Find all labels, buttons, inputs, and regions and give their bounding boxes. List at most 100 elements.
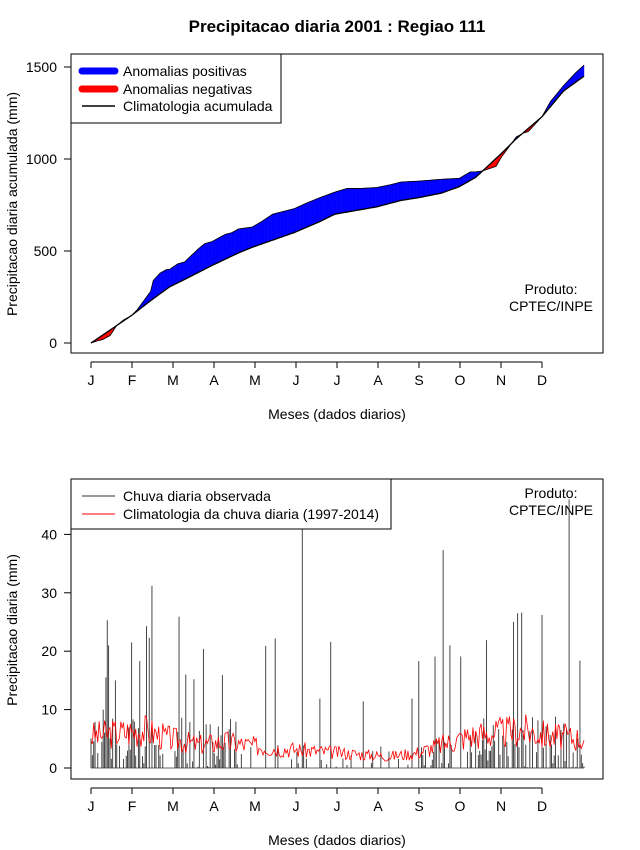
x-tick-label: F xyxy=(128,372,137,388)
positive-anomaly-segment xyxy=(235,229,238,255)
positive-anomaly-segment xyxy=(356,188,359,211)
positive-anomaly-segment xyxy=(442,178,445,193)
climatology-daily-line xyxy=(90,714,585,762)
positive-anomaly-segment xyxy=(346,188,349,213)
positive-anomaly-segment xyxy=(468,171,471,182)
positive-anomaly-segment xyxy=(239,228,242,253)
positive-anomaly-segment xyxy=(352,188,354,212)
x-tick-label: J xyxy=(88,372,95,388)
positive-anomaly-segment xyxy=(296,206,299,232)
positive-anomaly-segment xyxy=(329,193,331,218)
positive-anomaly-segment xyxy=(201,244,204,271)
positive-anomaly-segment xyxy=(380,186,383,207)
daily-panel: J F M A M J J A S O N D 0 10 20 30 40 Meses (dados diar… xyxy=(4,478,604,848)
positive-anomaly-segment xyxy=(172,266,174,286)
positive-anomaly-segment xyxy=(449,178,452,191)
positive-anomaly-segment xyxy=(425,180,428,197)
positive-anomaly-segment xyxy=(237,228,239,254)
positive-anomaly-segment xyxy=(276,212,279,240)
positive-anomaly-segment xyxy=(319,196,322,222)
y-tick-label: 1500 xyxy=(26,59,57,75)
positive-anomaly-segment xyxy=(345,188,348,213)
positive-anomaly-segment xyxy=(199,246,201,273)
x-tick-label: A xyxy=(373,798,383,814)
y-tick-label: 0 xyxy=(49,335,57,351)
positive-anomaly-segment xyxy=(222,234,224,261)
positive-anomaly-segment xyxy=(204,243,207,270)
x-tick-label: M xyxy=(249,798,261,814)
y-tick-label: 30 xyxy=(41,585,57,601)
positive-anomaly-segment xyxy=(582,64,585,78)
positive-anomaly-segment xyxy=(264,218,266,244)
legend-label-negative: Anomalias negativas xyxy=(123,81,252,97)
y-axis: 0 10 20 30 40 xyxy=(41,526,72,776)
positive-anomaly-segment xyxy=(363,187,365,210)
legend-label-climatology: Climatologia da chuva diaria (1997-2014) xyxy=(123,506,379,522)
positive-anomaly-segment xyxy=(274,212,277,240)
positive-anomaly-segment xyxy=(394,183,396,203)
y-tick-label: 1000 xyxy=(26,151,57,167)
positive-anomaly-segment xyxy=(434,179,437,195)
positive-anomaly-segment xyxy=(445,178,448,192)
positive-anomaly-segment xyxy=(193,251,196,276)
positive-anomaly-segment xyxy=(441,178,444,194)
positive-anomaly-segment xyxy=(387,184,390,205)
positive-anomaly-segment xyxy=(234,230,237,256)
positive-anomaly-segment xyxy=(371,187,373,209)
y-tick-label: 40 xyxy=(41,526,57,542)
positive-anomaly-segment xyxy=(195,249,197,275)
positive-anomaly-segment xyxy=(212,239,215,266)
positive-anomaly-segment xyxy=(415,180,418,199)
y-axis-label: Precipitacao diaria (mm) xyxy=(4,554,20,706)
positive-anomaly-segment xyxy=(266,216,269,243)
climatology-accumulated-line xyxy=(90,75,585,344)
positive-anomaly-segment xyxy=(457,178,460,188)
positive-anomaly-segment xyxy=(369,187,372,209)
positive-anomaly-segment xyxy=(321,196,323,222)
positive-anomaly-segment xyxy=(253,225,256,248)
positive-anomaly-segment xyxy=(455,178,457,189)
positive-anomaly-segment xyxy=(192,252,195,276)
x-tick-label: A xyxy=(373,372,383,388)
positive-anomaly-segment xyxy=(216,237,219,264)
x-tick-label: A xyxy=(209,372,219,388)
positive-anomaly-segment xyxy=(426,180,429,197)
positive-anomaly-segment xyxy=(423,180,426,197)
positive-anomaly-segment xyxy=(410,181,413,200)
positive-anomaly-segment xyxy=(581,65,583,79)
positive-anomaly-segment xyxy=(211,240,214,267)
positive-anomaly-segment xyxy=(159,272,162,295)
x-axis-label: Meses (dados diarios) xyxy=(268,832,406,848)
positive-anomaly-segment xyxy=(231,231,234,257)
positive-anomaly-segment xyxy=(395,182,398,203)
positive-anomaly-segment xyxy=(272,213,275,241)
positive-anomaly-segment xyxy=(400,181,403,201)
x-tick-label: M xyxy=(167,798,179,814)
legend-label-positive: Anomalias positivas xyxy=(123,63,247,79)
positive-anomaly-segment xyxy=(386,185,388,205)
positive-anomaly-segment xyxy=(169,268,172,288)
positive-anomaly-segment xyxy=(367,187,369,209)
positive-anomaly-segment xyxy=(260,221,262,245)
positive-anomaly-segment xyxy=(302,204,304,230)
y-tick-label: 0 xyxy=(49,760,57,776)
positive-anomaly-segment xyxy=(180,262,182,282)
y-tick-label: 500 xyxy=(34,243,58,259)
positive-anomaly-segment xyxy=(154,276,157,299)
positive-anomaly-segment xyxy=(377,186,380,207)
positive-anomaly-segment xyxy=(418,180,421,198)
y-axis: 0 500 1000 1500 xyxy=(26,59,72,351)
x-tick-label: J xyxy=(334,798,341,814)
x-tick-label: A xyxy=(209,798,219,814)
positive-anomaly-segment xyxy=(373,187,376,208)
positive-anomaly-segment xyxy=(251,225,254,248)
anomaly-fill-layer xyxy=(90,64,585,344)
positive-anomaly-segment xyxy=(344,188,346,213)
positive-anomaly-segment xyxy=(417,180,419,199)
positive-anomaly-segment xyxy=(163,269,166,292)
positive-anomaly-segment xyxy=(166,269,169,290)
positive-anomaly-segment xyxy=(184,260,187,280)
x-tick-label: F xyxy=(128,798,137,814)
